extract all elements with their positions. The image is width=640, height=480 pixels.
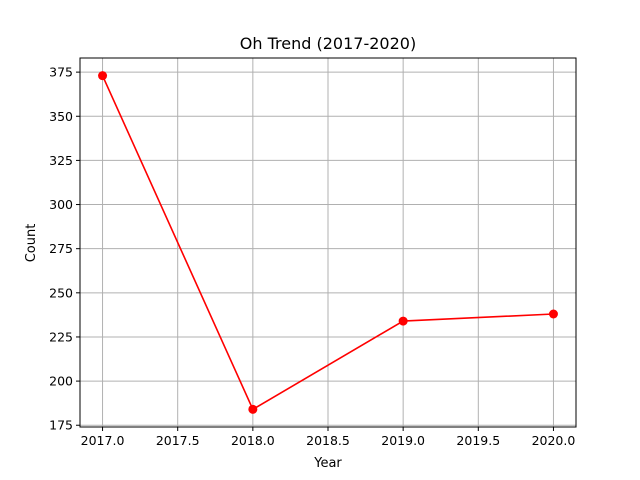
- chart-title: Oh Trend (2017-2020): [240, 34, 416, 53]
- x-tick-label: 2020.0: [532, 433, 576, 448]
- data-point: [248, 404, 258, 414]
- x-axis-label: Year: [313, 456, 342, 471]
- axis-ticks: 2017.0 2017.5 2018.0 2018.5 2019.0 2019.5 2020…: [49, 65, 575, 448]
- data-point: [398, 316, 408, 326]
- y-axis-label: Count: [24, 224, 39, 263]
- x-tick-label: 2018.5: [306, 433, 350, 448]
- y-tick-label: 250: [49, 285, 73, 300]
- data-series: [98, 71, 558, 414]
- y-tick-label: 325: [49, 153, 73, 168]
- y-tick-label: 350: [49, 109, 73, 124]
- plot-frame: [79, 57, 577, 428]
- x-tick-label: 2019.5: [456, 433, 500, 448]
- x-tick-label: 2017.0: [81, 433, 125, 448]
- y-tick-label: 175: [49, 418, 73, 433]
- data-point: [98, 71, 108, 81]
- y-tick-label: 225: [49, 329, 73, 344]
- x-tick-label: 2019.0: [381, 433, 425, 448]
- y-tick-label: 300: [49, 197, 73, 212]
- y-tick-label: 275: [49, 241, 73, 256]
- series-line: [101, 75, 554, 411]
- x-tick-label: 2018.0: [231, 433, 275, 448]
- data-point: [548, 309, 558, 319]
- grid-lines: [80, 58, 576, 427]
- x-tick-label: 2017.5: [156, 433, 200, 448]
- y-tick-label: 375: [49, 65, 73, 80]
- y-tick-label: 200: [49, 374, 73, 389]
